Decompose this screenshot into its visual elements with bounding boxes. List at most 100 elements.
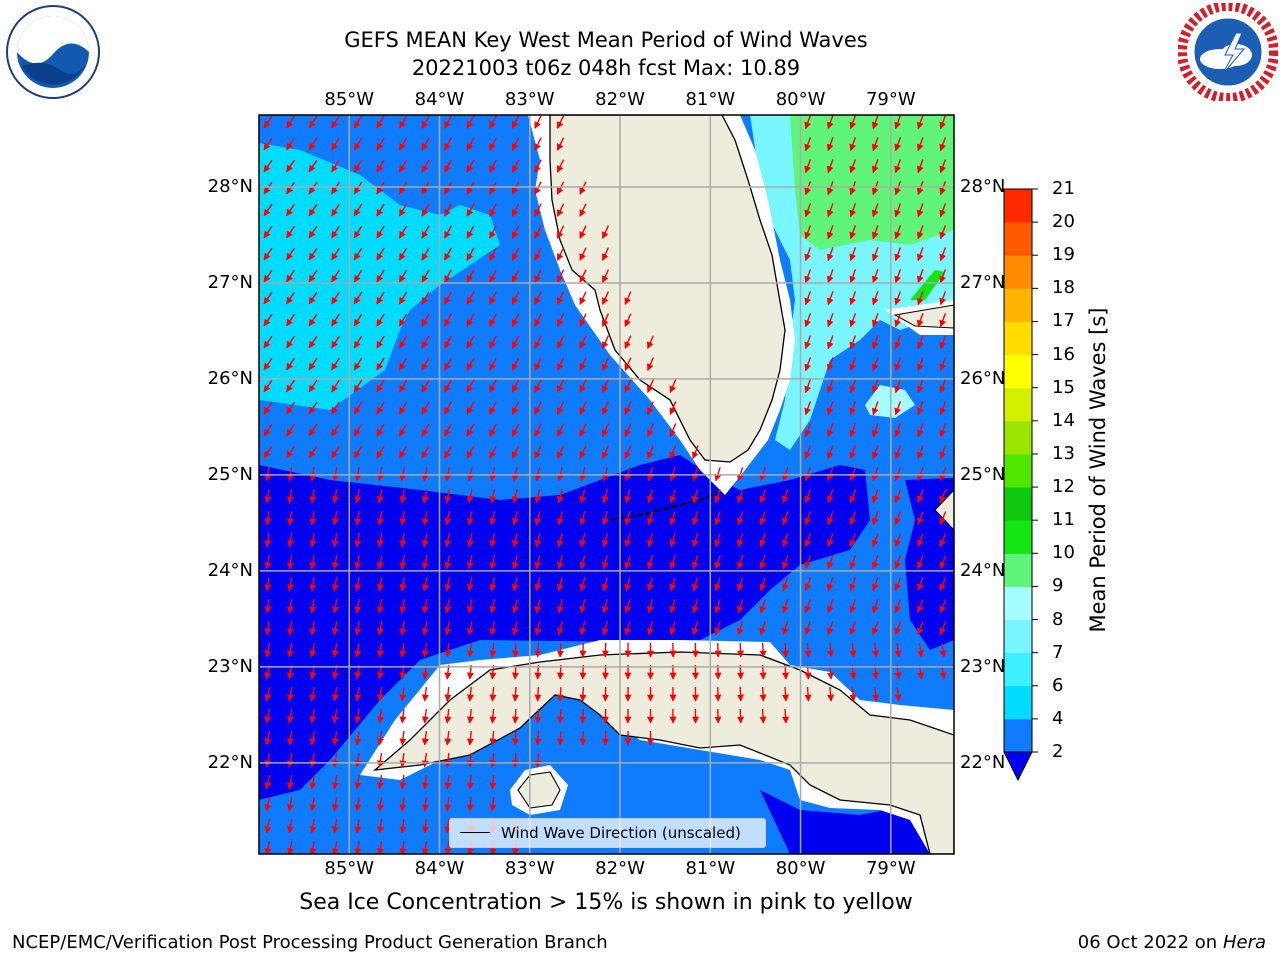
wind-wave-arrow	[421, 510, 429, 526]
wind-wave-arrow	[376, 203, 385, 217]
wind-wave-arrow	[871, 225, 879, 240]
wind-wave-arrow	[871, 247, 879, 262]
wind-wave-arrow	[331, 423, 340, 437]
wind-wave-arrow	[331, 247, 340, 261]
wind-wave-arrow	[353, 335, 363, 349]
wind-wave-arrow	[826, 599, 834, 614]
wind-wave-arrow	[444, 510, 452, 526]
wind-wave-arrow	[443, 159, 453, 173]
wind-wave-arrow	[511, 291, 520, 305]
wind-wave-arrow	[489, 247, 497, 261]
wind-wave-arrow	[466, 445, 475, 459]
wind-wave-arrow	[894, 203, 902, 218]
wind-wave-arrow	[353, 423, 363, 437]
wind-wave-arrow	[939, 379, 947, 394]
lat-label-left: 27°N	[207, 271, 253, 293]
wind-wave-arrow	[601, 533, 609, 548]
wind-wave-arrow	[399, 466, 407, 482]
wind-wave-arrow	[916, 159, 924, 174]
wind-wave-arrow	[331, 159, 340, 173]
wind-wave-arrow	[331, 291, 340, 305]
wind-wave-arrow	[691, 467, 699, 482]
wind-wave-arrow	[556, 423, 565, 437]
wind-wave-arrow	[804, 423, 812, 438]
wind-wave-arrow	[286, 532, 294, 548]
wind-wave-arrow	[872, 642, 880, 658]
wind-wave-arrow	[263, 269, 273, 283]
wind-wave-arrow	[376, 291, 385, 305]
wind-wave-arrow	[489, 225, 497, 239]
wind-wave-arrow	[691, 577, 699, 592]
wind-wave-arrow	[264, 796, 272, 812]
wind-wave-arrow	[939, 445, 947, 460]
ocean-10-11s-region	[910, 270, 945, 300]
wind-wave-arrow	[331, 532, 339, 548]
wind-wave-arrow	[669, 621, 677, 636]
wind-wave-arrow	[309, 620, 317, 636]
wind-wave-arrow	[804, 291, 812, 306]
lat-label-right: 25°N	[960, 463, 1006, 485]
wind-wave-arrow	[466, 423, 475, 437]
wind-wave-arrow	[264, 730, 272, 746]
wind-wave-arrow	[308, 379, 318, 393]
wind-wave-arrow	[872, 686, 880, 702]
wind-wave-arrow	[421, 753, 429, 768]
wind-wave-arrow	[849, 357, 857, 372]
wind-wave-arrow	[376, 488, 384, 504]
wind-wave-arrow	[534, 752, 542, 768]
wind-wave-arrow	[353, 445, 363, 459]
wind-wave-arrow	[421, 423, 430, 437]
wind-wave-arrow	[353, 291, 363, 305]
wind-wave-arrow	[781, 577, 789, 592]
wind-wave-arrow	[646, 555, 654, 570]
wind-wave-arrow	[331, 818, 339, 834]
lon-label-bottom: 79°W	[865, 858, 916, 879]
wind-wave-arrow	[894, 489, 902, 504]
wind-wave-arrow	[871, 269, 879, 284]
wind-wave-arrow	[737, 686, 745, 702]
wind-wave-arrow	[376, 510, 384, 526]
wind-wave-arrow	[826, 533, 834, 548]
wind-wave-arrow	[579, 621, 587, 636]
wind-wave-arrow	[849, 247, 857, 262]
wind-wave-arrow	[398, 247, 408, 261]
lon-label-top: 85°W	[324, 89, 375, 110]
wind-wave-arrow	[376, 708, 384, 724]
wind-wave-arrow	[444, 554, 452, 570]
wind-wave-arrow	[466, 752, 474, 768]
colorbar-tick-label: 15	[1052, 376, 1075, 398]
wind-wave-arrow	[263, 115, 273, 129]
wind-wave-arrow	[264, 686, 272, 702]
wind-wave-arrow	[939, 203, 947, 218]
colorbar-swatch	[1004, 718, 1032, 753]
wind-wave-arrow	[511, 752, 519, 768]
wind-wave-arrow	[826, 555, 834, 570]
wind-wave-arrow	[489, 445, 497, 459]
wind-wave-arrow	[399, 598, 407, 614]
wind-wave-arrow	[376, 554, 384, 570]
wind-wave-arrow	[759, 489, 767, 504]
wind-wave-arrow	[826, 357, 834, 372]
wind-wave-arrow	[376, 532, 384, 548]
wind-wave-arrow	[849, 489, 857, 504]
wind-wave-arrow	[331, 335, 340, 349]
wind-wave-arrow	[669, 555, 677, 570]
wind-wave-arrow	[804, 247, 812, 262]
wind-wave-arrow	[556, 489, 564, 504]
wind-wave-arrow	[264, 576, 272, 592]
wind-wave-arrow	[579, 533, 587, 548]
wind-wave-arrow	[556, 467, 564, 482]
wind-wave-arrow	[376, 159, 385, 173]
wind-wave-arrow	[916, 489, 924, 504]
wind-wave-arrow	[579, 708, 587, 724]
wind-wave-arrow	[421, 687, 429, 702]
wind-wave-arrow	[624, 577, 632, 592]
wind-wave-arrow	[399, 620, 407, 636]
wind-wave-arrow	[894, 445, 902, 460]
wind-wave-arrows	[263, 115, 947, 854]
wind-wave-arrow	[601, 225, 610, 240]
wind-wave-arrow	[263, 159, 273, 173]
wind-wave-arrow	[939, 577, 947, 592]
wind-wave-arrow	[534, 533, 542, 548]
wind-wave-arrow	[444, 752, 452, 768]
